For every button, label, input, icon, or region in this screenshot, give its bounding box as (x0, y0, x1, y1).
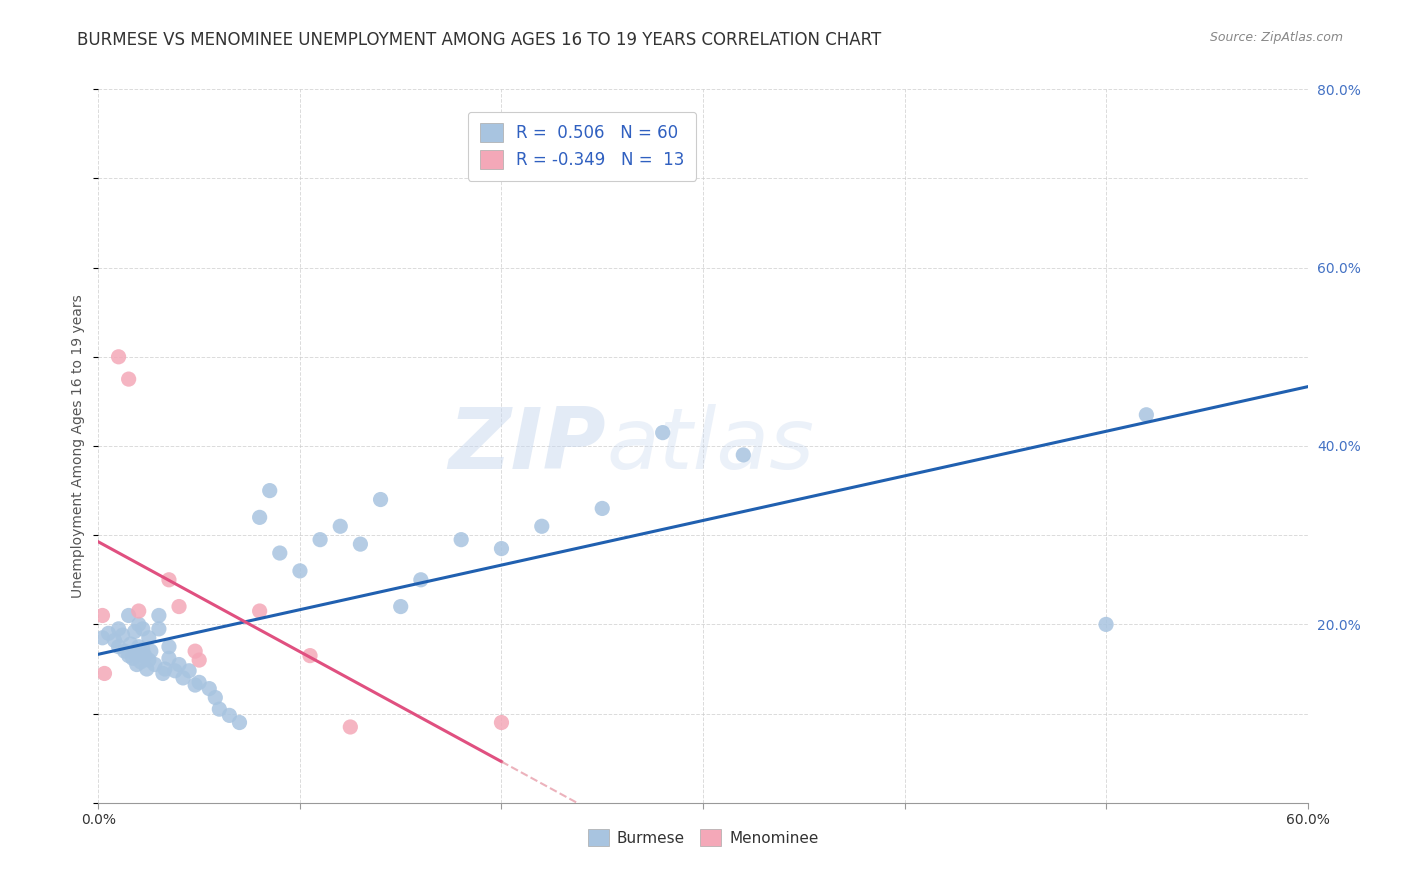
Point (134, 648, 156, 663)
Point (172, 671, 194, 685)
Point (530, 519, 553, 533)
Point (91, 631, 114, 645)
Point (188, 675, 211, 690)
Point (107, 622, 129, 636)
Point (138, 653, 160, 667)
Point (124, 646, 146, 660)
Point (97, 626, 120, 640)
Point (120, 637, 142, 651)
Point (128, 640, 150, 654)
Point (204, 690, 226, 705)
Point (491, 541, 513, 556)
Point (129, 655, 152, 669)
Point (184, 678, 207, 692)
Point (591, 501, 613, 516)
Point (124, 624, 146, 639)
Point (157, 640, 180, 654)
Point (128, 617, 150, 632)
Point (157, 651, 180, 665)
Point (121, 651, 143, 665)
Point (309, 533, 332, 547)
Point (118, 372, 141, 386)
Point (148, 622, 170, 636)
Point (349, 537, 371, 551)
Point (128, 604, 150, 618)
Point (249, 604, 271, 618)
Point (389, 599, 412, 614)
Point (329, 519, 352, 533)
Point (111, 628, 134, 642)
Y-axis label: Unemployment Among Ages 16 to 19 years: Unemployment Among Ages 16 to 19 years (72, 294, 86, 598)
Point (370, 492, 392, 507)
Point (491, 715, 513, 730)
Point (135, 662, 157, 676)
Point (125, 657, 148, 672)
Point (143, 657, 166, 672)
Legend: Burmese, Menominee: Burmese, Menominee (582, 823, 824, 852)
Point (167, 657, 190, 672)
Point (132, 642, 155, 657)
Point (93, 666, 115, 681)
Text: Source: ZipAtlas.com: Source: ZipAtlas.com (1209, 31, 1343, 45)
Point (153, 662, 176, 676)
Point (1095, 617, 1118, 632)
Point (148, 608, 170, 623)
Point (184, 644, 207, 658)
Text: atlas: atlas (606, 404, 814, 488)
Point (733, 448, 755, 462)
Point (288, 564, 311, 578)
Point (409, 573, 432, 587)
Point (139, 644, 162, 658)
Point (188, 653, 211, 667)
Point (249, 510, 271, 524)
Point (179, 664, 201, 678)
Point (208, 702, 231, 716)
Point (107, 350, 129, 364)
Point (107, 640, 129, 654)
Point (163, 664, 186, 678)
Point (118, 608, 141, 623)
Point (339, 720, 361, 734)
Text: ZIP: ZIP (449, 404, 606, 488)
Point (218, 708, 240, 723)
Point (91, 608, 114, 623)
Point (138, 631, 160, 645)
Point (228, 715, 250, 730)
Point (259, 483, 281, 498)
Point (167, 599, 190, 614)
Point (118, 648, 141, 663)
Point (132, 622, 155, 636)
Point (450, 533, 472, 547)
Point (198, 681, 221, 696)
Point (299, 648, 322, 663)
Point (152, 666, 174, 681)
Point (1135, 408, 1157, 422)
Point (651, 425, 673, 440)
Point (114, 644, 136, 658)
Point (103, 633, 125, 648)
Point (269, 546, 291, 560)
Point (157, 573, 180, 587)
Text: BURMESE VS MENOMINEE UNEMPLOYMENT AMONG AGES 16 TO 19 YEARS CORRELATION CHART: BURMESE VS MENOMINEE UNEMPLOYMENT AMONG … (77, 31, 882, 49)
